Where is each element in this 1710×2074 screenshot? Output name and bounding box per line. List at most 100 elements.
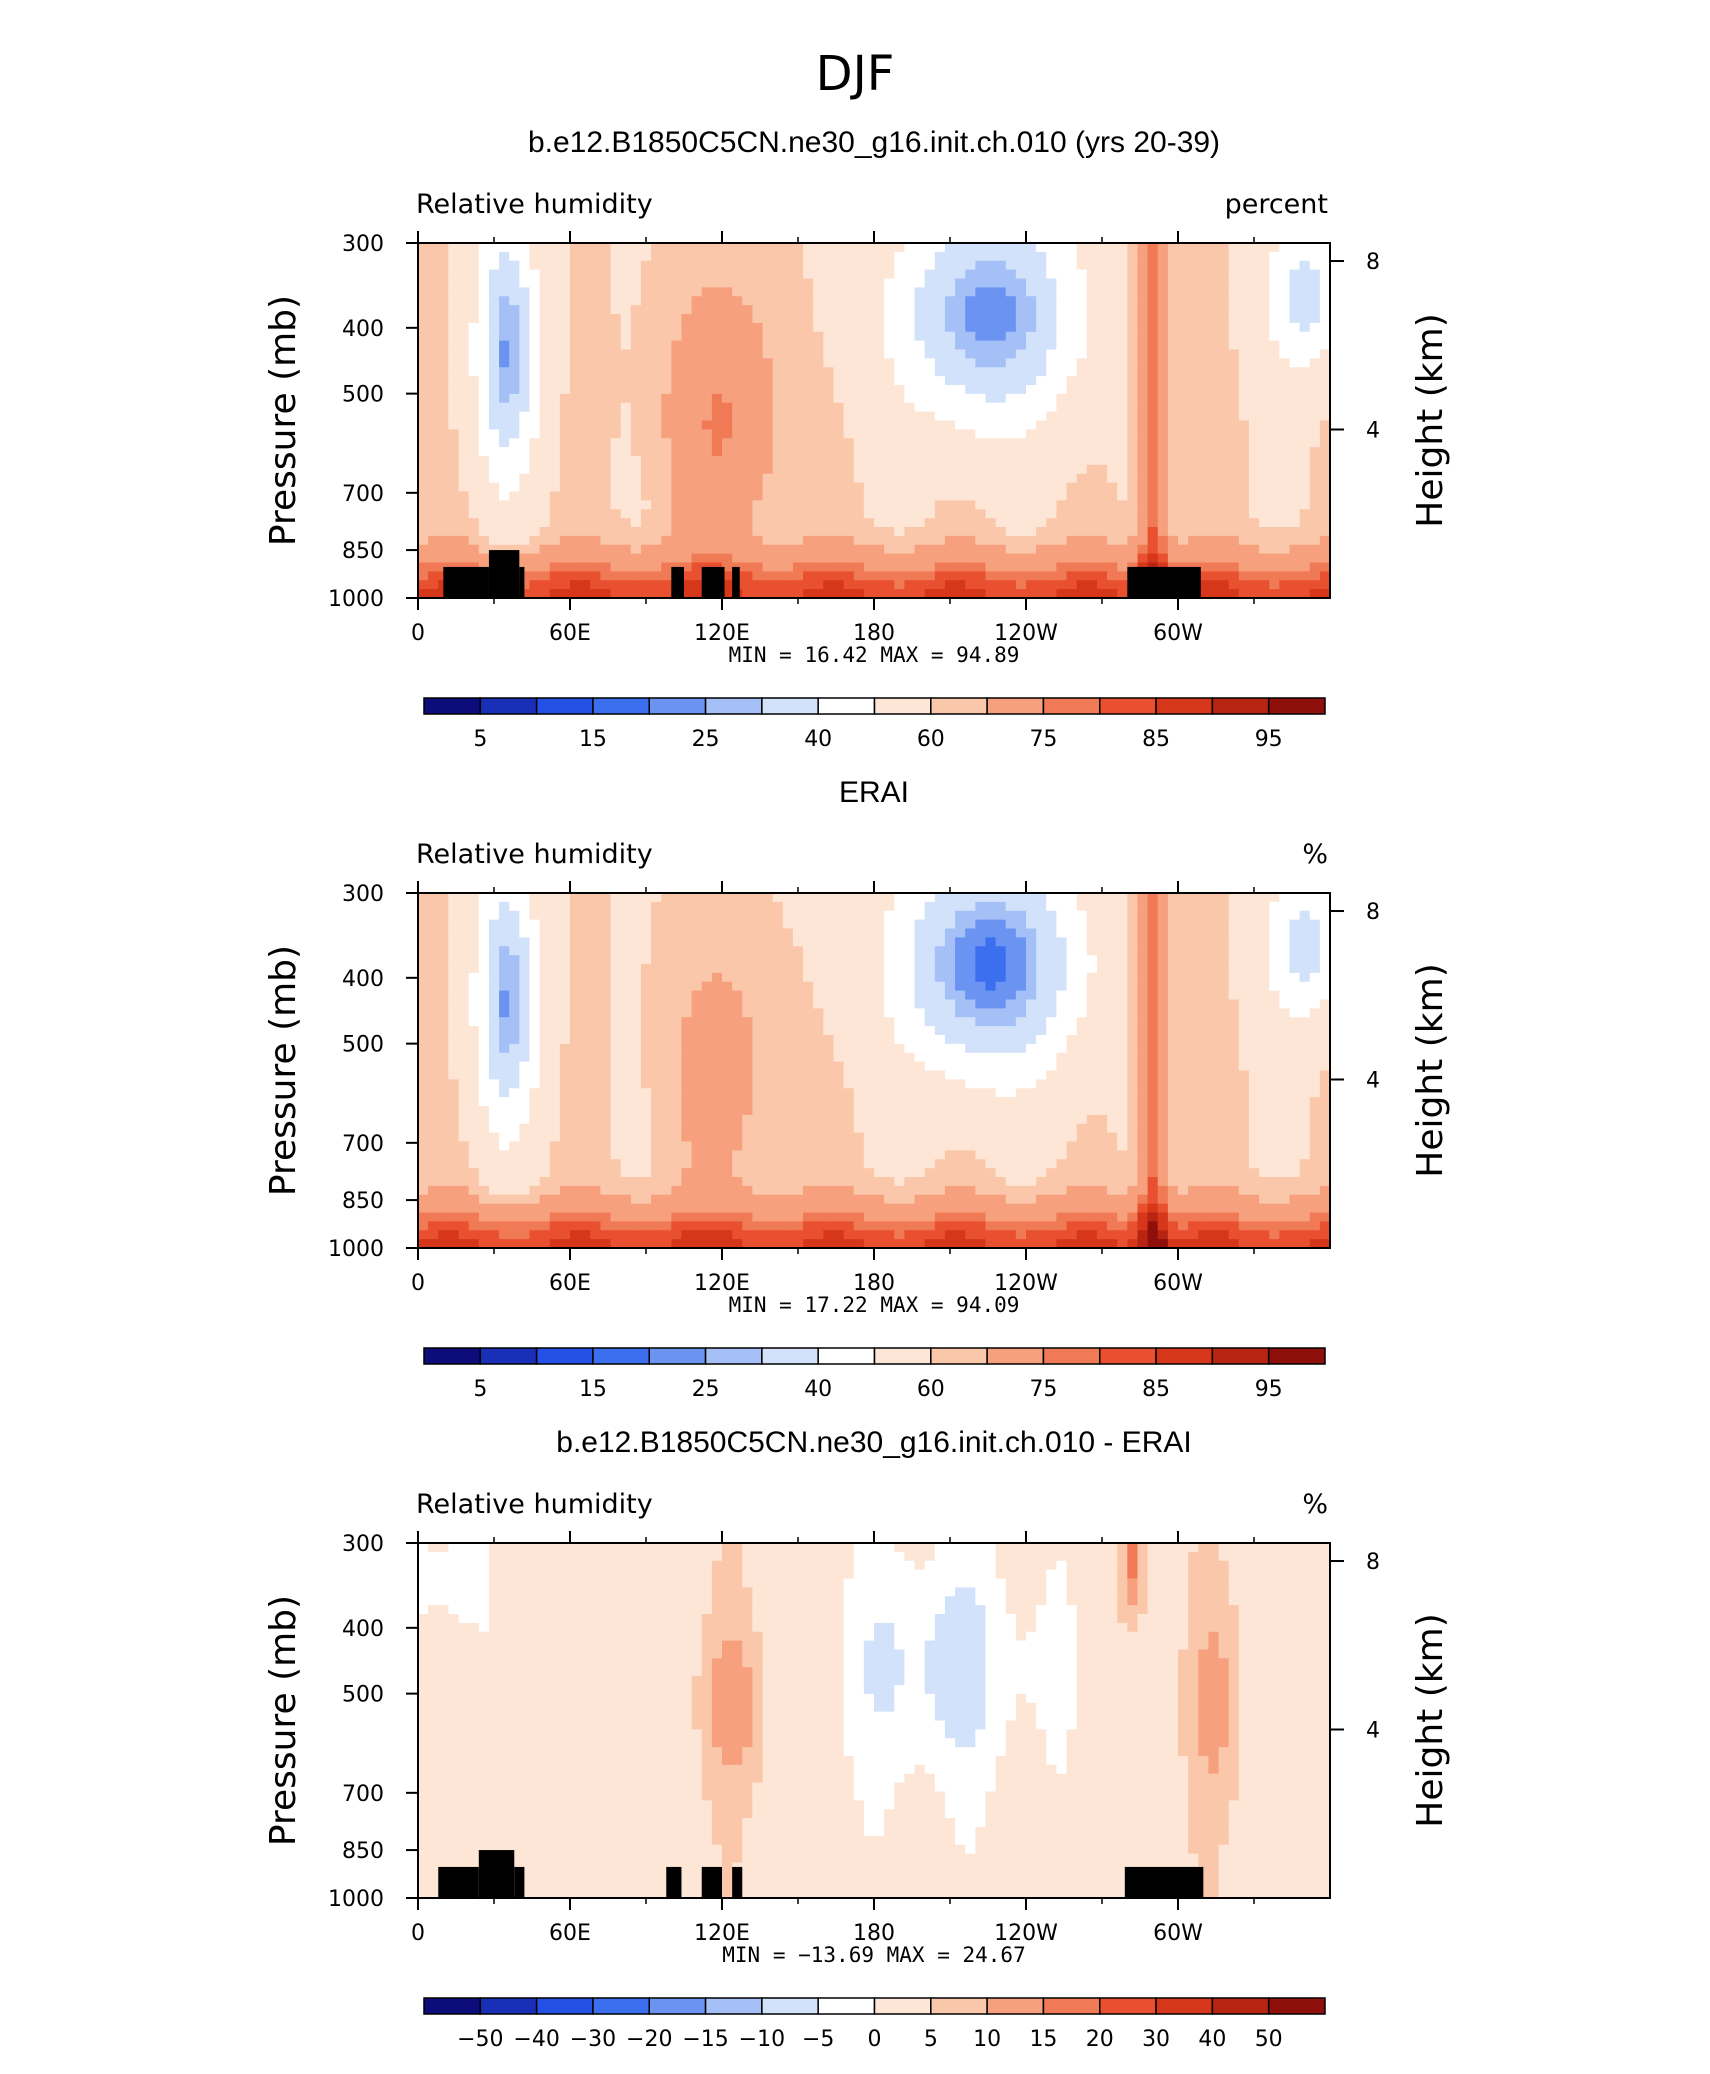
- contour-cell: [1218, 491, 1230, 501]
- contour-cell: [1248, 518, 1260, 528]
- contour-cell: [1299, 589, 1311, 599]
- contour-cell: [955, 901, 966, 912]
- contour-cell: [640, 901, 652, 912]
- contour-cell: [1046, 518, 1057, 528]
- contour-cell: [985, 322, 997, 333]
- contour-cell: [1127, 314, 1139, 324]
- contour-cell: [570, 314, 581, 324]
- contour-cell: [1015, 269, 1027, 280]
- contour-cell: [934, 349, 946, 359]
- contour-cell: [448, 251, 460, 262]
- contour-cell: [1309, 919, 1321, 930]
- contour-cell: [580, 456, 591, 466]
- contour-cell: [1015, 473, 1027, 484]
- contour-cell: [863, 981, 875, 992]
- contour-cell: [610, 1008, 622, 1018]
- contour-cell: [1066, 999, 1078, 1009]
- contour-cell: [1228, 429, 1240, 439]
- contour-cell: [742, 527, 753, 537]
- contour-cell: [1167, 955, 1179, 965]
- contour-cell: [944, 999, 956, 1009]
- contour-cell: [722, 964, 733, 974]
- contour-cell: [985, 893, 997, 903]
- contour-cell: [1289, 910, 1301, 921]
- contour-cell: [762, 331, 774, 342]
- contour-cell: [1096, 500, 1108, 510]
- contour-cell: [448, 491, 460, 501]
- contour-cell: [1319, 1008, 1331, 1018]
- contour-cell: [468, 376, 480, 386]
- contour-cell: [468, 251, 480, 262]
- contour-cell: [1259, 296, 1270, 306]
- contour-cell: [874, 278, 885, 288]
- contour-cell: [590, 553, 601, 564]
- contour-cell: [1188, 500, 1199, 510]
- contour-cell: [1117, 928, 1128, 938]
- contour-cell: [630, 981, 642, 992]
- contour-cell: [1127, 491, 1139, 501]
- contour-cell: [1086, 509, 1098, 519]
- contour-cell: [904, 571, 916, 581]
- contour-cell: [803, 518, 814, 528]
- contour-cell: [1269, 243, 1280, 253]
- contour-cell: [630, 527, 642, 537]
- contour-cell: [965, 429, 976, 439]
- contour-cell: [823, 910, 835, 921]
- contour-cell: [732, 955, 743, 965]
- contour-cell: [1289, 990, 1301, 1001]
- contour-cell: [499, 901, 510, 912]
- contour-cell: [1096, 251, 1108, 262]
- contour-cell: [914, 287, 926, 297]
- contour-cell: [924, 527, 936, 537]
- contour-cell: [1026, 518, 1037, 528]
- contour-cell: [590, 544, 601, 555]
- contour-cell: [1218, 314, 1230, 324]
- contour-cell: [620, 473, 632, 484]
- contour-cell: [772, 901, 784, 912]
- contour-cell: [914, 411, 926, 422]
- contour-cell: [823, 937, 835, 947]
- contour-cell: [975, 964, 987, 974]
- contour-cell: [1299, 544, 1311, 555]
- contour-cell: [640, 518, 652, 528]
- contour-cell: [955, 946, 966, 956]
- contour-cell: [995, 553, 1007, 564]
- contour-cell: [580, 411, 591, 422]
- contour-cell: [1137, 527, 1149, 537]
- contour-cell: [570, 919, 581, 930]
- contour-cell: [995, 251, 1007, 262]
- contour-cell: [1319, 411, 1331, 422]
- contour-cell: [448, 955, 460, 965]
- contour-cell: [610, 358, 622, 368]
- contour-cell: [722, 482, 733, 493]
- contour-cell: [914, 500, 926, 510]
- contour-cell: [1269, 544, 1280, 555]
- contour-cell: [1056, 999, 1068, 1009]
- contour-cell: [630, 990, 642, 1001]
- contour-cell: [681, 243, 693, 253]
- contour-cell: [1279, 972, 1291, 983]
- contour-cell: [762, 491, 774, 501]
- contour-cell: [1238, 331, 1250, 342]
- contour-cell: [853, 509, 865, 519]
- contour-cell: [1319, 429, 1331, 439]
- contour-cell: [1157, 928, 1169, 938]
- contour-cell: [904, 910, 916, 921]
- panel-right-label: percent: [1225, 189, 1328, 220]
- contour-cell: [722, 429, 733, 439]
- contour-cell: [428, 376, 439, 386]
- contour-cell: [428, 420, 439, 430]
- contour-cell: [904, 990, 916, 1001]
- contour-cell: [782, 269, 794, 280]
- contour-cell: [509, 500, 520, 510]
- contour-cell: [1198, 580, 1209, 590]
- contour-cell: [1117, 901, 1128, 912]
- contour-cell: [681, 438, 693, 448]
- contour-cell: [1026, 376, 1037, 386]
- contour-cell: [438, 928, 449, 938]
- contour-cell: [1208, 447, 1220, 457]
- contour-cell: [478, 260, 490, 271]
- contour-cell: [1107, 518, 1118, 528]
- contour-cell: [965, 964, 976, 974]
- contour-cell: [914, 402, 926, 413]
